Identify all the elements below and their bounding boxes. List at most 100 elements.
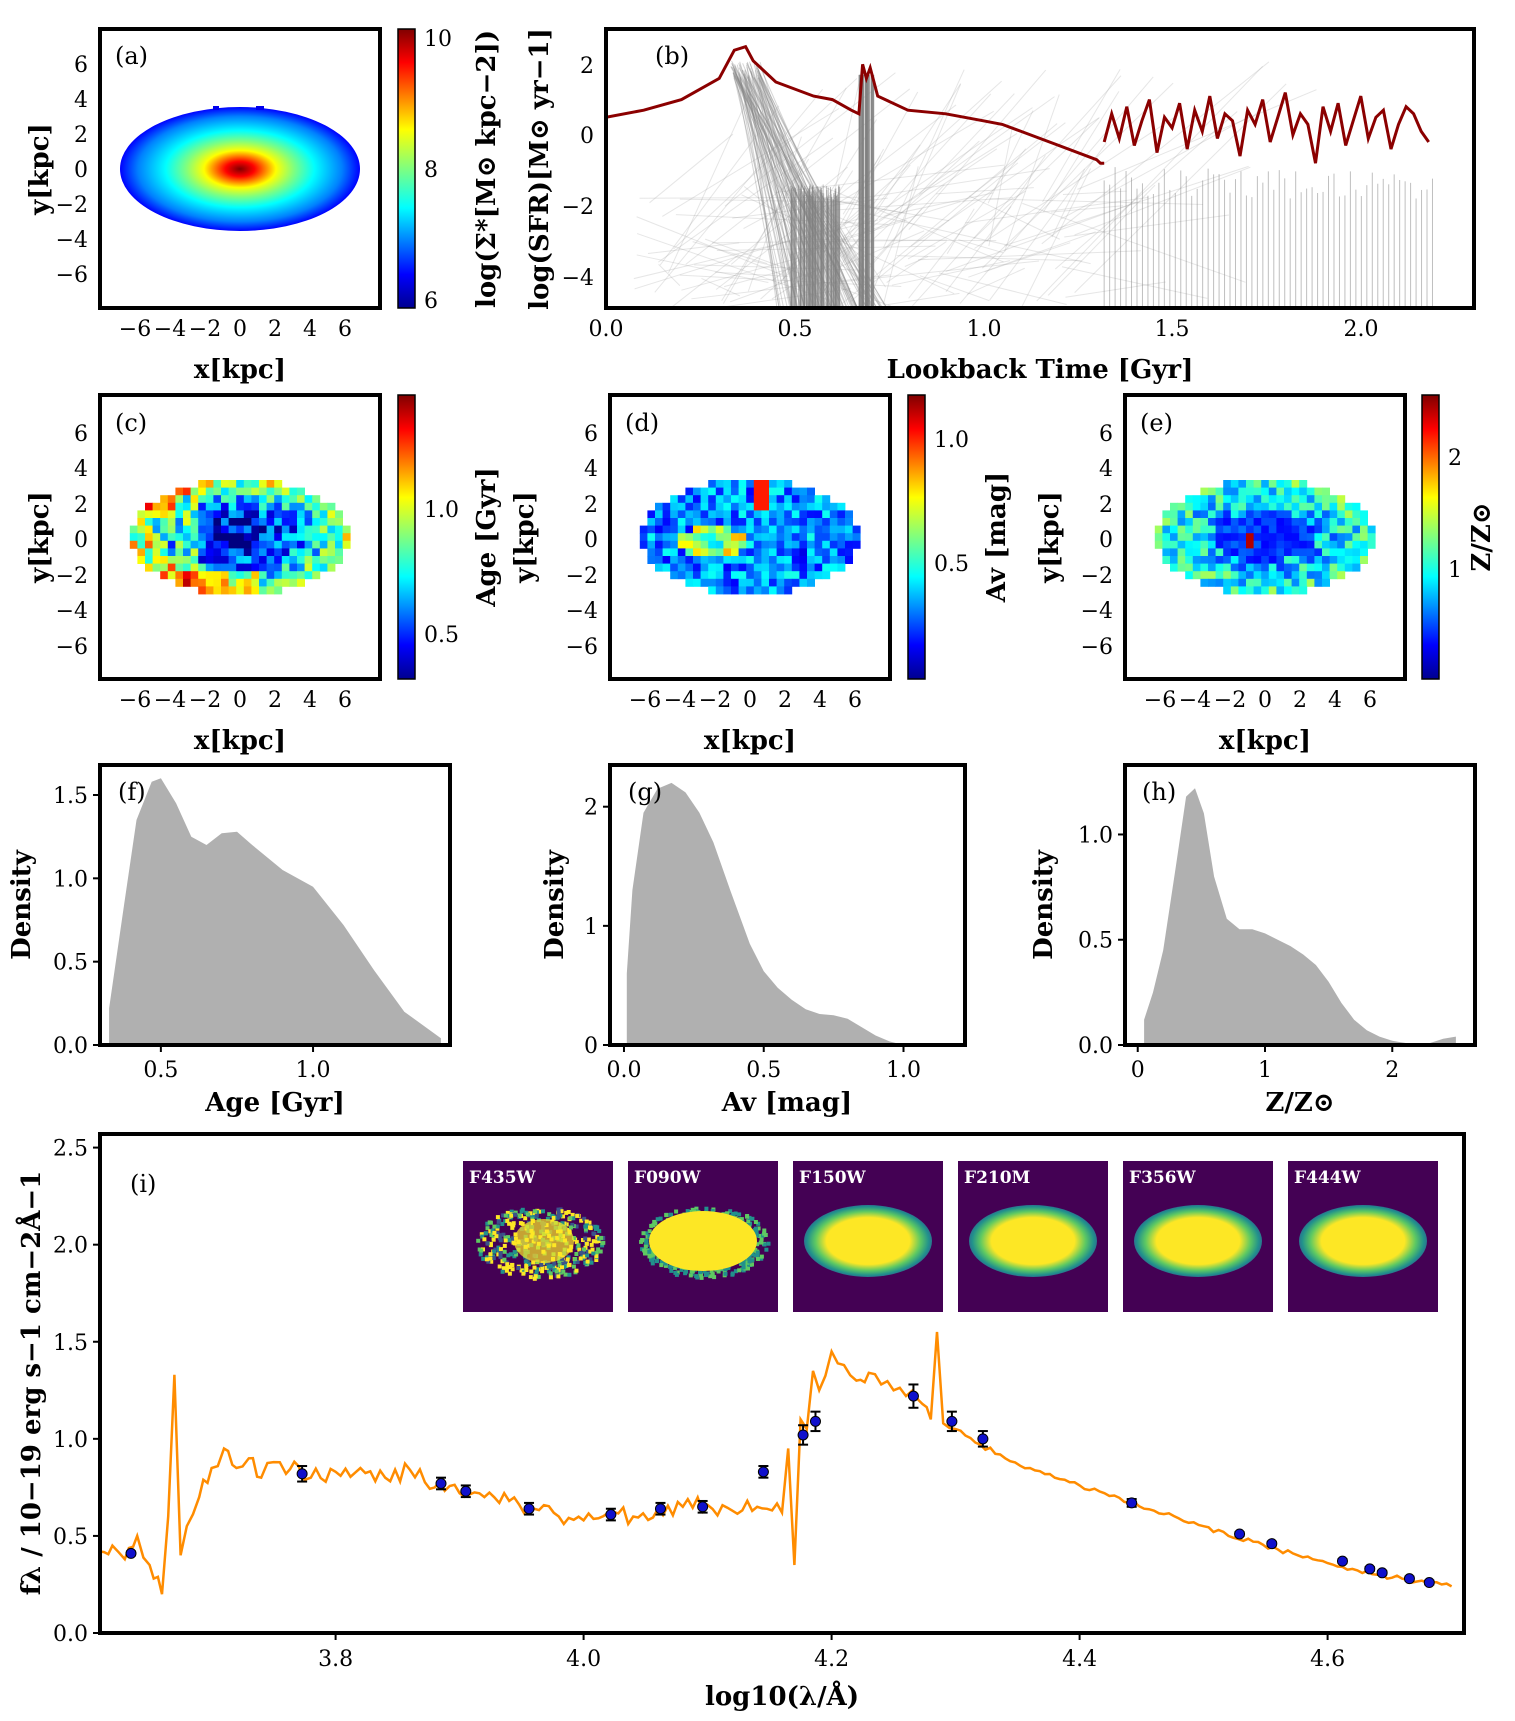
e-ytick: 6 bbox=[1099, 422, 1113, 447]
cutout-pixel bbox=[755, 1257, 760, 1261]
map-pixel bbox=[829, 548, 838, 557]
cutout-pixel bbox=[566, 1210, 571, 1214]
map-pixel bbox=[1284, 518, 1292, 526]
b-sfh-track bbox=[816, 83, 962, 303]
map-pixel bbox=[1291, 540, 1300, 549]
cutout-pixel bbox=[476, 1238, 481, 1243]
y-tick-label: 1.0 bbox=[1078, 823, 1113, 848]
cutout-pixel bbox=[722, 1269, 727, 1274]
b-sfh-track bbox=[1004, 94, 1060, 252]
cutout-pixel bbox=[598, 1249, 603, 1254]
map-pixel bbox=[335, 525, 343, 534]
map-pixel bbox=[205, 578, 214, 587]
map-pixel bbox=[693, 502, 701, 511]
map-pixel bbox=[738, 556, 747, 564]
map-pixel bbox=[1344, 510, 1353, 519]
cutout-pixel bbox=[528, 1275, 533, 1280]
map-pixel bbox=[1200, 563, 1209, 572]
cutout-pixel bbox=[506, 1238, 511, 1243]
map-pixel bbox=[1192, 525, 1201, 534]
map-pixel bbox=[312, 571, 321, 580]
cutout-pixel bbox=[548, 1271, 553, 1276]
map-pixel bbox=[647, 525, 656, 534]
map-pixel bbox=[761, 556, 770, 564]
map-pixel bbox=[1268, 578, 1277, 587]
map-pixel bbox=[1246, 480, 1254, 488]
map-pixel bbox=[137, 533, 146, 542]
b-sfh-track bbox=[918, 93, 1015, 195]
cutout-pixel bbox=[574, 1224, 579, 1229]
map-pixel bbox=[236, 480, 245, 488]
e-ylabel: y[kpc] bbox=[1035, 491, 1065, 584]
b-sfh-track bbox=[733, 68, 780, 308]
map-pixel bbox=[677, 525, 686, 534]
map-pixel bbox=[243, 502, 252, 511]
map-pixel bbox=[1299, 563, 1308, 572]
map-pixel bbox=[266, 495, 275, 504]
cutout-pixel bbox=[642, 1248, 647, 1253]
map-pixel bbox=[1276, 586, 1285, 595]
cutout-pixel bbox=[513, 1212, 517, 1217]
c-ytick: 0 bbox=[74, 528, 88, 553]
i-photometry-point bbox=[296, 1468, 308, 1480]
map-pixel bbox=[807, 510, 815, 519]
map-pixel bbox=[776, 563, 785, 572]
map-pixel bbox=[708, 578, 717, 587]
cutout-pixel bbox=[552, 1261, 557, 1266]
map-pixel bbox=[776, 495, 785, 504]
cutout-pixel bbox=[500, 1269, 505, 1274]
b-sfh-track bbox=[986, 155, 1046, 242]
map-pixel bbox=[814, 563, 823, 572]
map-pixel bbox=[1284, 571, 1292, 580]
y-tick-label: 0.0 bbox=[53, 1034, 88, 1059]
map-pixel bbox=[152, 556, 161, 564]
b-sfh-track bbox=[882, 166, 919, 305]
map-pixel bbox=[1352, 502, 1361, 511]
b-sfh-track bbox=[675, 214, 888, 226]
map-pixel bbox=[1322, 540, 1330, 549]
map-pixel bbox=[1238, 487, 1247, 496]
map-pixel bbox=[289, 518, 298, 526]
cutout-pixel bbox=[485, 1241, 490, 1246]
map-pixel bbox=[145, 518, 153, 526]
a-cbar-label: log(Σ*[M⊙ kpc−2]) bbox=[472, 30, 502, 308]
map-pixel bbox=[647, 533, 656, 542]
map-pixel bbox=[160, 540, 169, 549]
map-pixel bbox=[1291, 533, 1300, 542]
map-pixel bbox=[1200, 556, 1209, 564]
map-pixel bbox=[1268, 540, 1277, 549]
map-pixel bbox=[1299, 540, 1308, 549]
map-pixel bbox=[152, 525, 161, 534]
y-tick-label: 1 bbox=[584, 915, 598, 940]
map-pixel bbox=[1329, 571, 1338, 580]
map-pixel bbox=[1170, 548, 1178, 557]
cutout-pixel bbox=[600, 1243, 605, 1248]
map-pixel bbox=[198, 578, 207, 587]
map-pixel bbox=[175, 487, 184, 496]
map-pixel bbox=[655, 502, 663, 511]
map-pixel bbox=[791, 571, 800, 580]
cutout-pixel bbox=[583, 1227, 588, 1232]
map-pixel bbox=[1177, 525, 1186, 534]
cutout-pixel bbox=[683, 1271, 688, 1276]
cutout-pixel bbox=[505, 1218, 510, 1223]
map-pixel bbox=[1322, 502, 1330, 511]
map-pixel bbox=[1322, 571, 1330, 580]
map-pixel bbox=[1208, 502, 1216, 511]
cutout-pixel bbox=[506, 1253, 511, 1258]
map-pixel bbox=[160, 495, 169, 504]
map-pixel bbox=[266, 533, 275, 542]
map-pixel bbox=[670, 518, 679, 526]
map-pixel bbox=[1177, 533, 1186, 542]
b-sfh-track bbox=[649, 133, 734, 204]
map-pixel bbox=[829, 540, 838, 549]
map-pixel bbox=[1314, 540, 1323, 549]
y-tick-label: 0.0 bbox=[53, 1622, 88, 1647]
map-pixel bbox=[1261, 548, 1270, 557]
map-pixel bbox=[799, 563, 808, 572]
map-pixel bbox=[799, 518, 808, 526]
map-pixel bbox=[1276, 502, 1285, 511]
cutout-pixel bbox=[503, 1235, 508, 1240]
map-pixel bbox=[708, 510, 717, 519]
map-pixel bbox=[1208, 556, 1216, 564]
